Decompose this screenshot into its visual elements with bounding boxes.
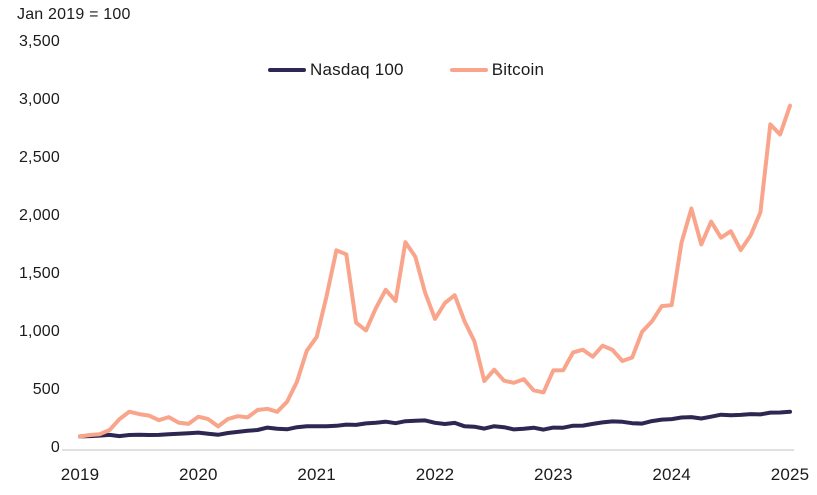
chart-title: Jan 2019 = 100	[17, 6, 131, 23]
legend-label-bitcoin: Bitcoin	[491, 60, 545, 79]
y-tick-label-2,500: 2,500	[18, 149, 60, 166]
x-tick-label-2025: 2025	[770, 465, 810, 484]
x-tick-label-2021: 2021	[297, 465, 336, 484]
x-tick-label-2023: 2023	[534, 465, 573, 484]
legend-item-bitcoin: Bitcoin	[449, 60, 545, 80]
legend-item-nasdaq100: Nasdaq 100	[268, 60, 404, 80]
x-tick-label-2024: 2024	[652, 465, 691, 484]
y-tick-label-500: 500	[32, 381, 60, 398]
x-tick-label-2019: 2019	[60, 465, 100, 484]
x-tick-label-2022: 2022	[415, 465, 455, 484]
nasdaq100-line	[78, 409, 792, 439]
y-tick-label-1,000: 1,000	[18, 323, 60, 340]
nasdaq100-line-swatch	[268, 68, 306, 72]
x-tick-label-2020: 2020	[179, 465, 218, 484]
bitcoin-line	[78, 103, 792, 439]
legend-label-nasdaq100: Nasdaq 100	[310, 60, 404, 79]
y-tick-label-0: 0	[50, 439, 60, 456]
y-tick-label-1,500: 1,500	[18, 265, 60, 282]
y-tick-label-2,000: 2,000	[18, 207, 60, 224]
y-tick-label-3,500: 3,500	[18, 33, 60, 50]
bitcoin-line-swatch	[449, 68, 488, 72]
chart-legend: Nasdaq 100 Bitcoin	[268, 60, 544, 80]
y-tick-label-3,000: 3,000	[18, 91, 60, 108]
